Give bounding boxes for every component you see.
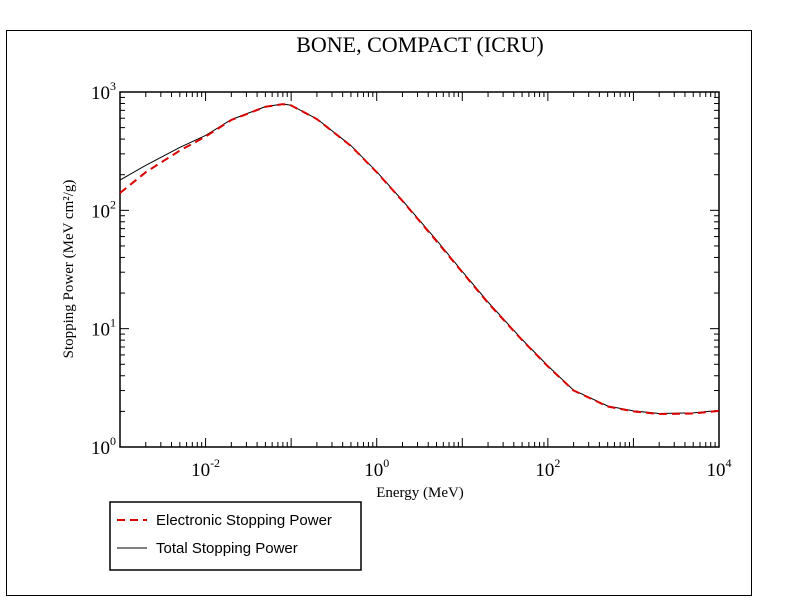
- y-tick-label: 101: [91, 316, 116, 341]
- series-group: [119, 103, 720, 415]
- x-tick-labels: 10-2 100 102 104: [191, 456, 731, 481]
- y-tick-label: 100: [91, 434, 116, 459]
- x-tick-label: 10-2: [191, 456, 220, 481]
- chart-title: BONE, COMPACT (ICRU): [296, 32, 544, 57]
- x-tick-label: 104: [707, 456, 732, 481]
- y-tick-label: 103: [91, 79, 116, 104]
- y-tick-label: 102: [91, 197, 116, 222]
- legend-box: [109, 501, 362, 571]
- legend-label-total: Total Stopping Power: [156, 540, 298, 557]
- x-tick-label: 100: [364, 456, 389, 481]
- y-axis-label: Stopping Power (MeV cm²/g): [61, 180, 77, 359]
- minor-ticks: [120, 92, 719, 447]
- plot-area: [119, 91, 720, 448]
- series-total-line: [119, 103, 720, 414]
- y-tick-labels: 100 101 102 103: [91, 79, 116, 459]
- chart-frame: [6, 30, 752, 596]
- plot-border: [119, 91, 720, 448]
- x-axis-label: Energy (MeV): [376, 485, 464, 501]
- legend: Electronic Stopping Power Total Stopping…: [109, 501, 362, 571]
- x-tick-label: 102: [535, 456, 560, 481]
- legend-label-electronic: Electronic Stopping Power: [156, 512, 332, 529]
- major-ticks: [119, 91, 720, 448]
- series-electronic-line: [119, 103, 720, 415]
